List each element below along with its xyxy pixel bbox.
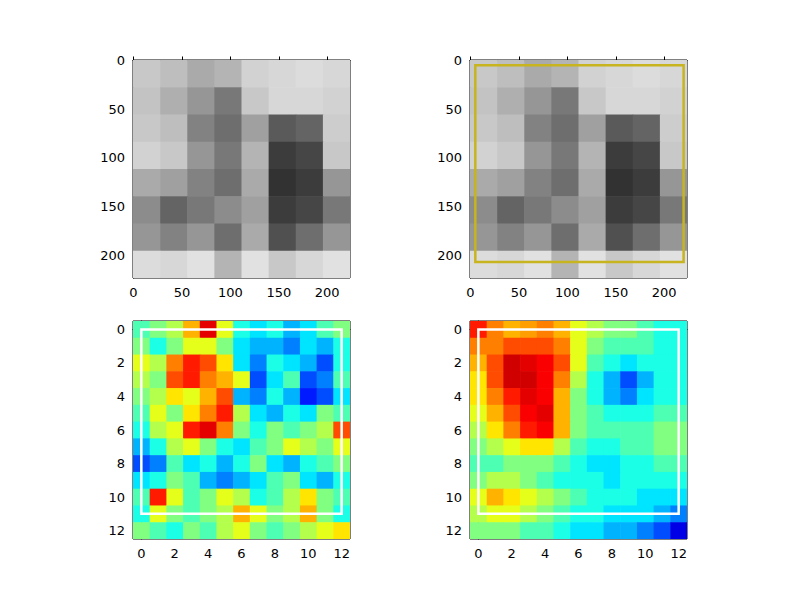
svg-text:50: 50 [445,102,462,117]
svg-text:100: 100 [100,150,125,165]
svg-text:2: 2 [117,355,125,370]
svg-text:50: 50 [174,285,191,300]
svg-text:0: 0 [454,53,462,68]
svg-text:150: 150 [603,285,628,300]
svg-text:0: 0 [117,53,125,68]
svg-text:2: 2 [454,355,462,370]
svg-text:12: 12 [670,546,687,561]
svg-text:12: 12 [445,523,462,538]
svg-text:100: 100 [218,285,243,300]
svg-text:200: 200 [100,248,125,263]
svg-text:150: 150 [266,285,291,300]
svg-text:10: 10 [445,490,462,505]
svg-text:8: 8 [271,546,279,561]
svg-text:2: 2 [508,546,516,561]
svg-text:0: 0 [137,546,145,561]
svg-text:4: 4 [541,546,549,561]
svg-text:12: 12 [108,523,125,538]
svg-text:150: 150 [100,199,125,214]
svg-text:0: 0 [117,322,125,337]
svg-text:8: 8 [608,546,616,561]
svg-text:100: 100 [555,285,580,300]
svg-text:200: 200 [437,248,462,263]
svg-text:6: 6 [574,546,582,561]
svg-text:8: 8 [117,456,125,471]
svg-text:150: 150 [437,199,462,214]
svg-text:2: 2 [171,546,179,561]
svg-text:10: 10 [300,546,317,561]
svg-text:100: 100 [437,150,462,165]
svg-text:6: 6 [454,423,462,438]
svg-text:10: 10 [108,490,125,505]
svg-text:50: 50 [108,102,125,117]
svg-text:200: 200 [652,285,677,300]
svg-text:10: 10 [637,546,654,561]
svg-text:12: 12 [333,546,350,561]
svg-text:0: 0 [454,322,462,337]
svg-text:8: 8 [454,456,462,471]
svg-text:0: 0 [466,285,474,300]
svg-text:6: 6 [237,546,245,561]
svg-text:0: 0 [474,546,482,561]
svg-text:200: 200 [315,285,340,300]
svg-text:4: 4 [454,389,462,404]
svg-text:4: 4 [204,546,212,561]
svg-text:4: 4 [117,389,125,404]
svg-text:0: 0 [129,285,137,300]
svg-text:50: 50 [511,285,528,300]
svg-text:6: 6 [117,423,125,438]
